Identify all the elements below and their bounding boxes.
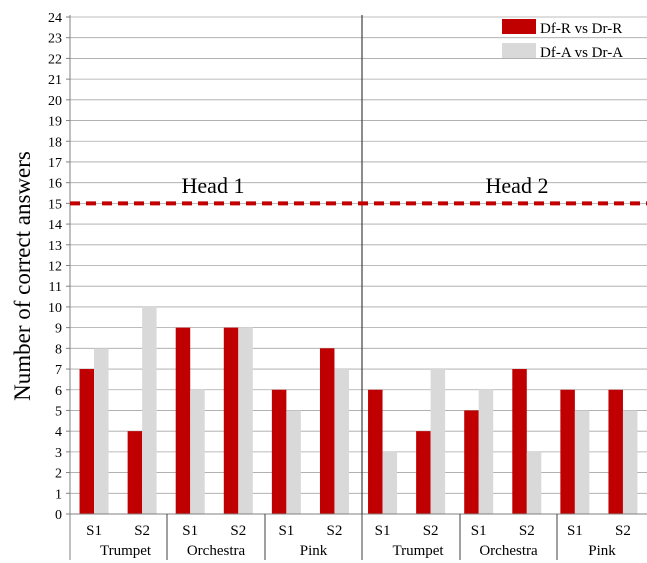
- y-tick-label: 8: [55, 342, 62, 357]
- y-tick-label: 12: [48, 260, 62, 275]
- y-tick-label: 1: [55, 487, 62, 502]
- bar-df-r: [368, 389, 383, 514]
- bar-df-r: [79, 369, 95, 514]
- group-label: Pink: [588, 543, 616, 559]
- y-tick-label: 16: [48, 177, 62, 192]
- bar-df-a: [190, 389, 205, 514]
- bar-df-r: [560, 389, 575, 514]
- y-tick-label: 15: [48, 197, 62, 212]
- y-tick-label: 0: [55, 508, 62, 523]
- panel-labels: Head 1 Head 2: [182, 173, 549, 198]
- bar-df-a: [286, 410, 301, 514]
- y-tick-label: 7: [55, 363, 62, 378]
- bar-df-a: [430, 369, 446, 514]
- x-tick-label: S1: [278, 523, 294, 539]
- group-label: Pink: [300, 543, 328, 559]
- y-tick-label: 3: [55, 446, 62, 461]
- x-tick-label: S2: [519, 523, 535, 539]
- panel-label-head-2: Head 2: [486, 173, 549, 198]
- y-tick-label: 23: [48, 32, 62, 47]
- bar-df-a: [382, 451, 398, 514]
- gridlines: [70, 16, 647, 494]
- y-tick-label: 18: [48, 135, 62, 150]
- y-tick-label: 10: [48, 301, 62, 316]
- bar-df-a: [478, 389, 494, 514]
- bar-df-r: [175, 327, 191, 514]
- legend-label-df-r: Df-R vs Dr-R: [540, 21, 622, 37]
- bar-df-a: [334, 369, 349, 514]
- bar-df-r: [319, 348, 335, 514]
- x-tick-label: S2: [134, 523, 150, 539]
- y-tick-label: 22: [48, 52, 62, 67]
- y-tick-label: 19: [48, 115, 62, 130]
- x-tick-label: S2: [327, 523, 343, 539]
- y-tick-label: 9: [55, 322, 62, 337]
- x-tick-label: S2: [423, 523, 439, 539]
- y-tick-label: 24: [48, 11, 62, 26]
- x-tick-label: S1: [375, 523, 391, 539]
- bar-df-r: [512, 369, 527, 514]
- bar-df-r: [271, 389, 287, 514]
- x-tick-label: S1: [567, 523, 583, 539]
- group-label: Trumpet: [392, 543, 444, 559]
- legend: Df-R vs Dr-R Df-A vs Dr-A: [502, 19, 623, 61]
- y-tick-label: 14: [48, 218, 62, 233]
- x-tick-label: S2: [230, 523, 246, 539]
- y-tick-label: 17: [48, 156, 62, 171]
- group-label: Orchestra: [479, 543, 538, 559]
- y-tick-label: 5: [55, 404, 62, 419]
- bars: [79, 306, 638, 514]
- bar-df-r: [608, 389, 623, 514]
- x-tick-label: S1: [471, 523, 487, 539]
- bar-df-a: [622, 410, 638, 514]
- group-label: Trumpet: [100, 543, 152, 559]
- bar-df-a: [526, 451, 542, 514]
- y-tick-label: 11: [49, 280, 62, 295]
- y-tick-label: 6: [55, 384, 62, 399]
- y-tick-label: 13: [48, 239, 62, 254]
- bar-df-a: [94, 348, 109, 514]
- x-tick-label: S1: [182, 523, 198, 539]
- y-tick-label: 20: [48, 94, 62, 109]
- x-tick-label: S2: [615, 523, 631, 539]
- bar-df-r: [464, 410, 479, 514]
- bar-df-r: [127, 431, 143, 514]
- legend-label-df-a: Df-A vs Dr-A: [540, 45, 623, 61]
- y-tick-label: 21: [48, 73, 62, 88]
- y-tick-label: 4: [55, 425, 62, 440]
- bar-df-a: [142, 306, 157, 514]
- bar-df-r: [223, 327, 239, 514]
- axes: [66, 15, 647, 560]
- legend-swatch-df-a: [502, 43, 536, 58]
- y-tick-label: 2: [55, 467, 62, 482]
- y-axis-label: Number of correct answers: [10, 151, 35, 401]
- x-tick-label: S1: [86, 523, 102, 539]
- legend-swatch-df-r: [502, 19, 536, 34]
- bar-df-a: [238, 327, 253, 514]
- group-label: Orchestra: [187, 543, 246, 559]
- bar-df-a: [574, 410, 590, 514]
- bar-df-r: [416, 431, 431, 514]
- x-tick-labels: S1 S2 S1 S2 S1 S2 S1 S2 S1 S2 S1 S2 Trumpet Orchestra…: [86, 523, 631, 559]
- panel-label-head-1: Head 1: [182, 173, 245, 198]
